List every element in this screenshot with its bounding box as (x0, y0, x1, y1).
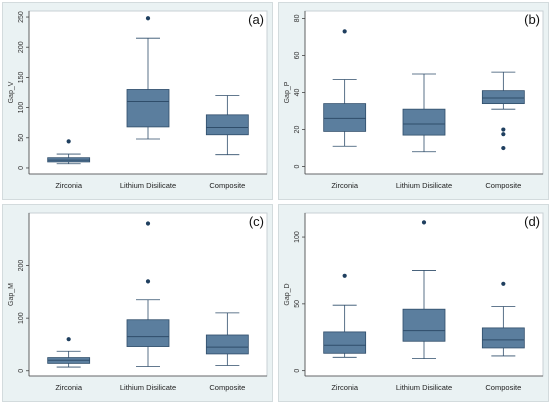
box-iqr (481, 327, 525, 349)
box-iqr (205, 114, 249, 136)
x-category-label: Lithium Disilicate (120, 181, 176, 190)
y-tick-label: 100 (294, 231, 301, 243)
x-category-label: Lithium Disilicate (120, 383, 176, 392)
y-tick-label: 200 (18, 260, 25, 272)
box-3 (481, 71, 525, 151)
y-tick-label: 80 (294, 14, 301, 22)
y-axis-label: Gap_D (284, 283, 291, 305)
box-1 (323, 273, 367, 358)
panel-c: 0 100 200 Gap_M Zirconia Lithium Disilicate Co… (2, 204, 273, 402)
x-category-label: Lithium Disilicate (396, 383, 452, 392)
box-iqr (402, 308, 446, 342)
y-axis-label: Gap_V (8, 81, 15, 103)
outlier-point (145, 221, 151, 226)
outlier-point (66, 337, 71, 342)
y-tick-label: 100 (18, 102, 25, 114)
outlier-point (342, 273, 347, 278)
x-category-label: Composite (209, 383, 245, 392)
box-iqr (205, 334, 249, 355)
y-tick-label: 200 (18, 41, 25, 53)
box-2 (126, 221, 170, 367)
y-tick-label: 150 (18, 71, 25, 83)
box-3 (481, 281, 525, 357)
y-tick-label: 50 (18, 134, 25, 142)
box-1 (47, 139, 91, 165)
x-category-label: Lithium Disilicate (396, 181, 452, 190)
outlier-point (145, 16, 151, 21)
y-tick-label: 0 (294, 165, 301, 169)
box-3 (205, 95, 249, 156)
box-3 (205, 312, 249, 366)
x-category-label: Composite (485, 181, 521, 190)
outlier-point (421, 220, 427, 225)
y-tick-label: 250 (18, 11, 25, 23)
y-tick-label: 50 (294, 300, 301, 308)
x-category-label: Zirconia (55, 181, 83, 190)
panel-label-a: (a) (248, 12, 264, 27)
box-iqr (323, 331, 367, 354)
panel-b: 0 20 40 60 80 Gap_P Zirconia Lithium Disilicate… (278, 2, 549, 200)
y-tick-label: 0 (294, 369, 301, 373)
box-iqr (402, 108, 446, 136)
y-tick-label: 20 (294, 126, 301, 134)
x-category-label: Zirconia (331, 181, 359, 190)
outlier-point (501, 132, 506, 137)
x-category-label: Zirconia (55, 383, 83, 392)
box-1 (47, 337, 91, 368)
x-category-label: Composite (209, 181, 245, 190)
box-iqr (481, 90, 525, 105)
box-2 (402, 220, 446, 360)
outlier-point (501, 145, 506, 151)
outlier-point (501, 127, 506, 132)
y-tick-label: 100 (18, 312, 25, 324)
box-iqr (126, 319, 170, 347)
outlier-point (145, 279, 151, 284)
box-1 (323, 29, 367, 147)
panel-label-d: (d) (524, 214, 540, 229)
panel-a: 0 50 100 150 200 250 Gap_V Zirconia Lithium Disi… (2, 2, 273, 200)
x-category-label: Composite (485, 383, 521, 392)
box-iqr (323, 103, 367, 132)
chart-c: 0 100 200 Gap_M Zirconia Lithium Disilicate Co… (8, 212, 268, 392)
chart-a: 0 50 100 150 200 250 Gap_V Zirconia Lithium Disi… (8, 10, 268, 190)
y-tick-label: 40 (294, 89, 301, 97)
x-category-label: Zirconia (331, 383, 359, 392)
y-axis-label: Gap_M (8, 283, 15, 306)
outlier-point (66, 139, 71, 144)
y-tick-label: 60 (294, 51, 301, 59)
outlier-point (501, 281, 506, 286)
panel-d: 0 50 100 Gap_D Zirconia Lithium Disilicate Com… (278, 204, 549, 402)
box-2 (402, 73, 446, 153)
y-axis-label: Gap_P (284, 81, 291, 103)
y-tick-label: 0 (18, 369, 25, 373)
box-iqr (126, 89, 170, 128)
panel-label-c: (c) (248, 214, 264, 229)
chart-b: 0 20 40 60 80 Gap_P Zirconia Lithium Disilicate… (284, 10, 544, 190)
outlier-point (342, 29, 347, 34)
panel-label-b: (b) (524, 12, 540, 27)
box-2 (126, 16, 170, 140)
y-tick-label: 0 (18, 166, 25, 170)
chart-d: 0 50 100 Gap_D Zirconia Lithium Disilicate Com… (284, 212, 544, 392)
